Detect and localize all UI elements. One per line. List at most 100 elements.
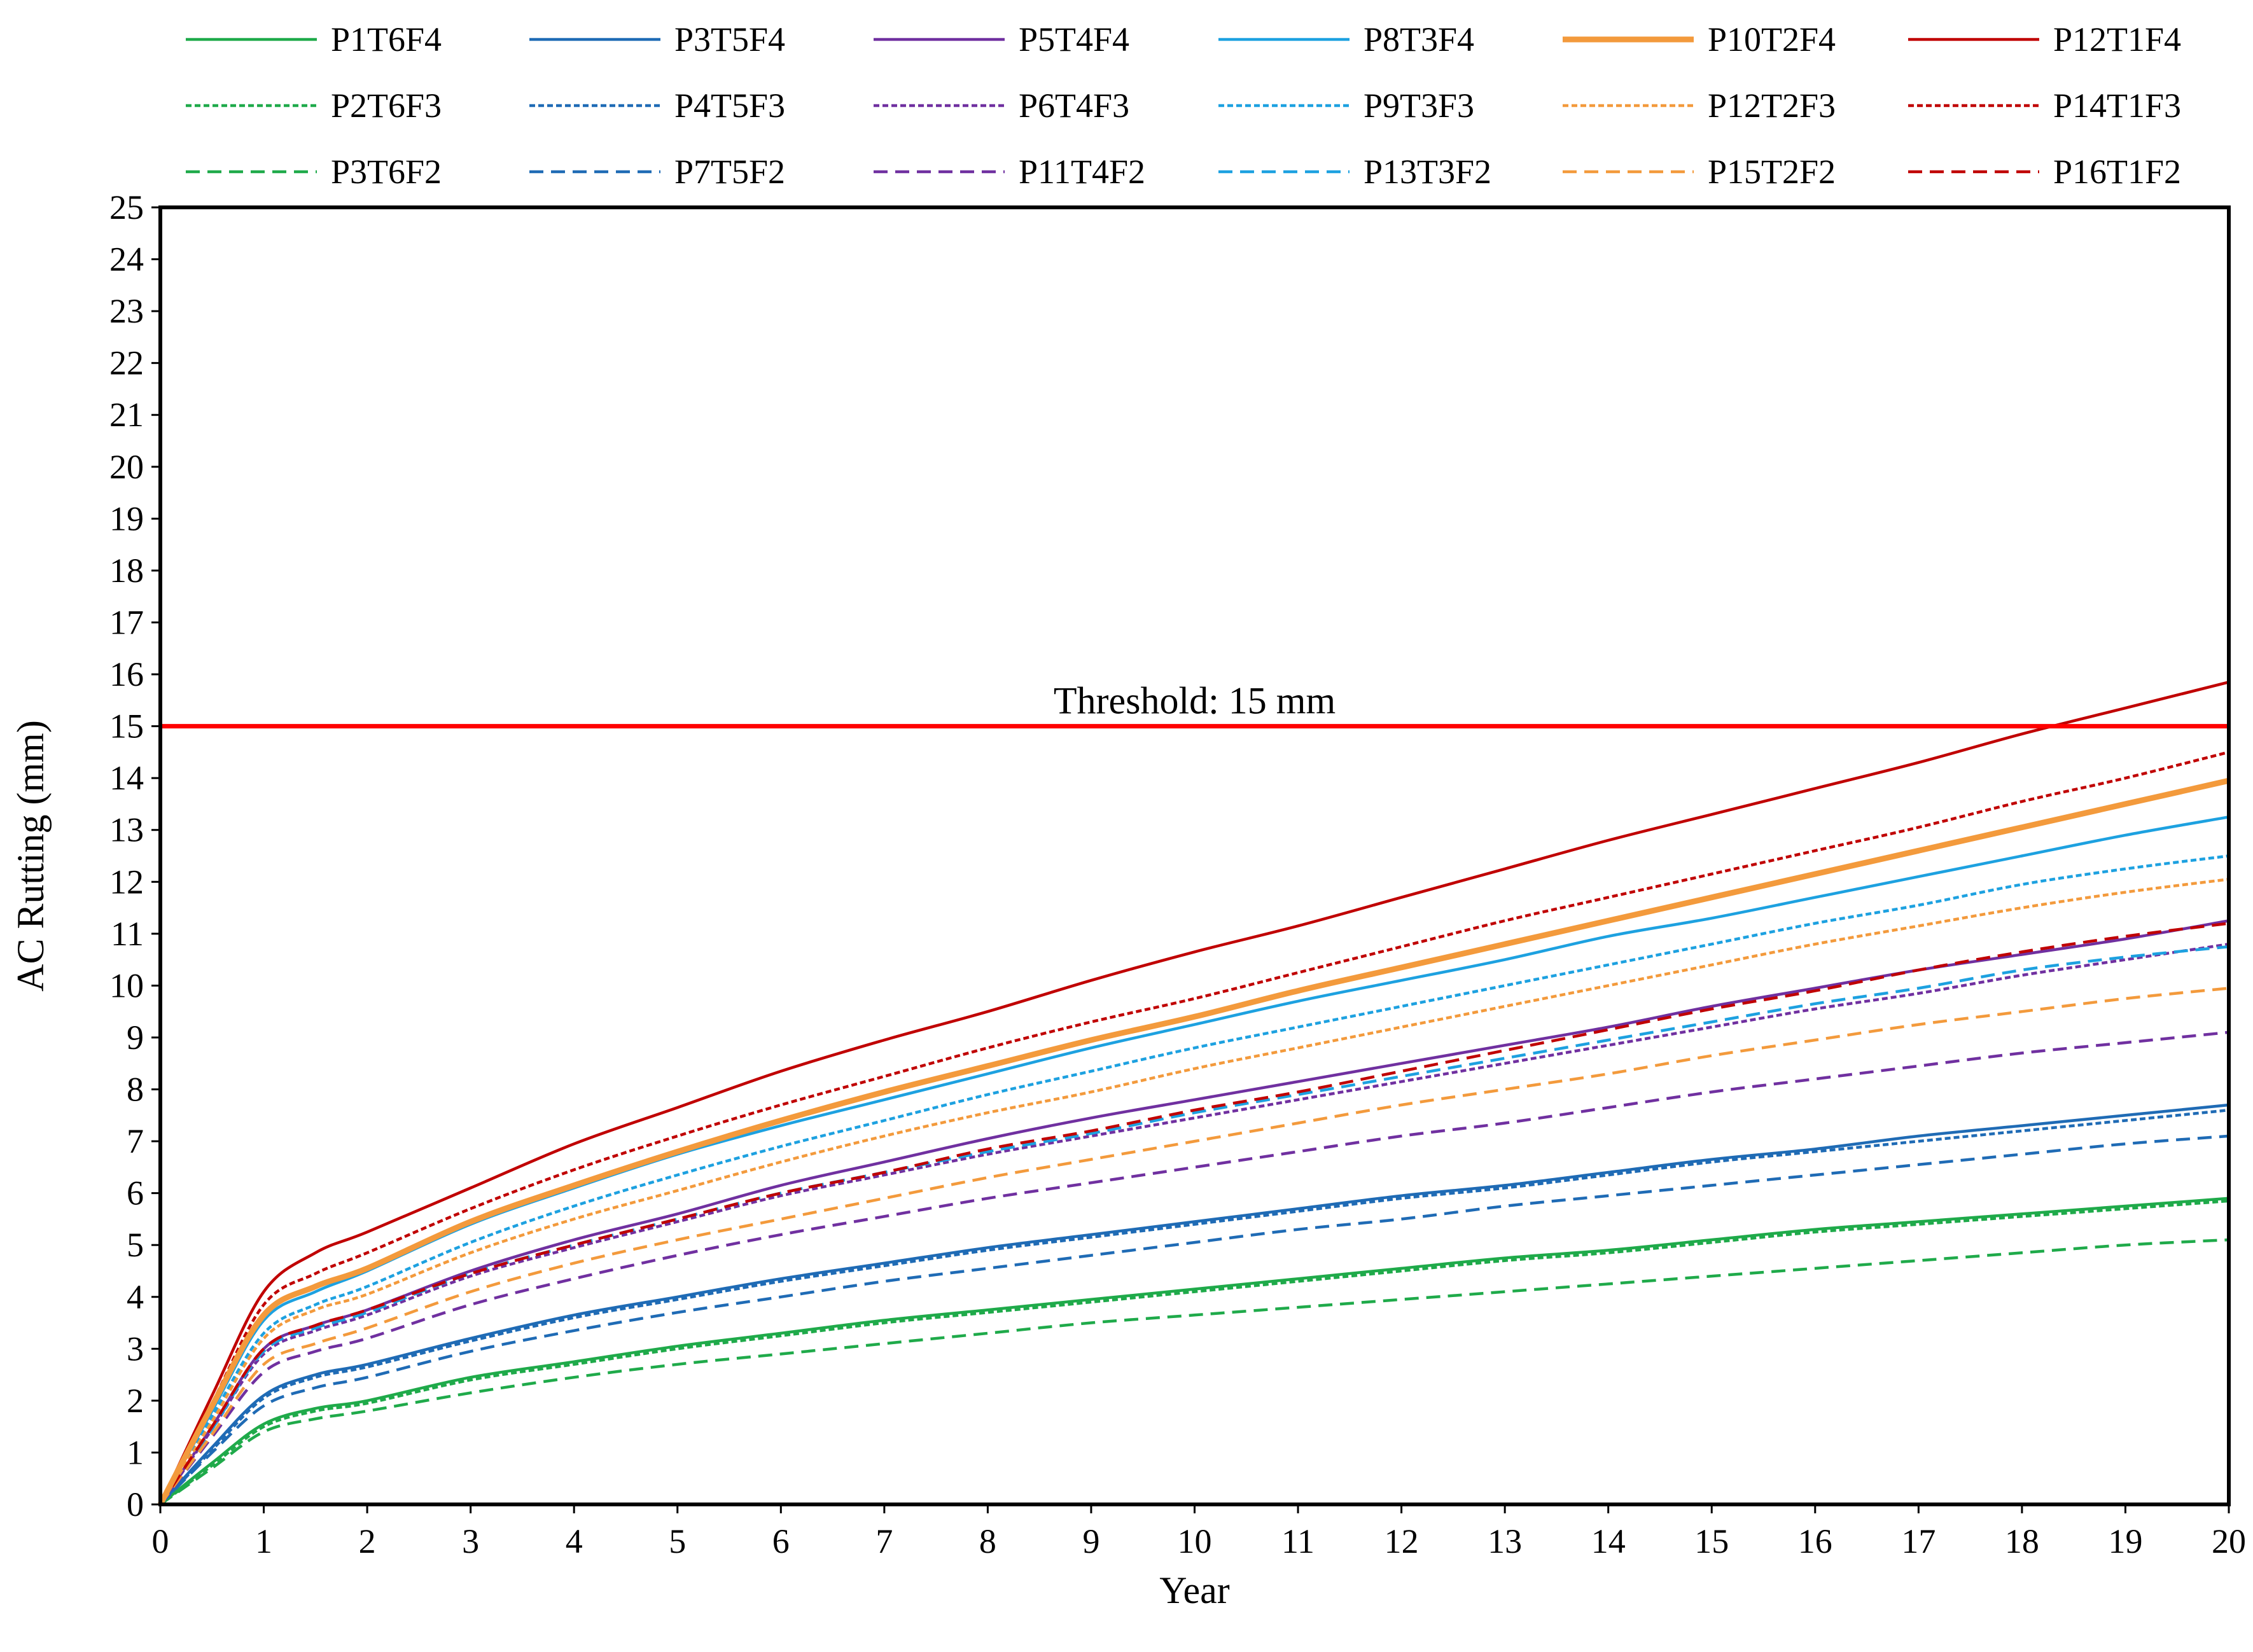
y-tick-label: 24 (109, 240, 144, 279)
y-tick-label: 15 (109, 707, 144, 746)
series-line-p11t4f2 (159, 1031, 2229, 1506)
y-tick-label: 25 (109, 188, 144, 226)
series-line-p13t3f2 (159, 945, 2229, 1506)
x-tick-label: 17 (1901, 1522, 1936, 1560)
legend-label: P4T5F3 (674, 87, 785, 125)
y-tick-label: 17 (109, 603, 144, 641)
y-tick-label: 14 (109, 759, 144, 797)
series-line-p9t3f3 (159, 854, 2229, 1506)
y-tick-label: 6 (127, 1174, 144, 1212)
series-line-p3t6f2 (159, 1238, 2229, 1506)
legend-label: P6T4F3 (1019, 87, 1129, 125)
y-tick-label: 3 (127, 1329, 144, 1368)
series-line-p8t3f4 (159, 816, 2229, 1506)
x-tick-label: 16 (1798, 1522, 1832, 1560)
series-line-p12t1f4 (158, 681, 2229, 1505)
x-tick-label: 10 (1178, 1522, 1212, 1560)
legend-item-p15t2f2: P15T2F2 (1563, 153, 1836, 191)
legend-item-p3t6f2: P3T6F2 (186, 153, 442, 191)
x-tick-label: 19 (2108, 1522, 2142, 1560)
y-tick-label: 20 (109, 448, 144, 486)
legend-item-p12t1f4: P12T1F4 (1908, 20, 2181, 59)
x-tick-label: 4 (566, 1522, 583, 1560)
y-tick-label: 0 (127, 1485, 144, 1524)
threshold-label: Threshold: 15 mm (1054, 680, 1336, 722)
x-tick-label: 14 (1591, 1522, 1626, 1560)
x-tick-label: 9 (1082, 1522, 1099, 1560)
series-line-p4t5f3 (159, 1108, 2229, 1506)
x-tick-label: 20 (2212, 1522, 2246, 1560)
legend-item-p5t4f4: P5T4F4 (874, 20, 1129, 59)
y-tick-label: 8 (127, 1071, 144, 1109)
series-line-p1t6f4 (159, 1197, 2229, 1506)
y-tick-label: 18 (109, 552, 144, 590)
series-line-p6t4f3 (159, 942, 2229, 1506)
x-tick-label: 11 (1281, 1522, 1315, 1560)
plot-frame (158, 205, 2231, 1506)
series-line-p2t6f3 (159, 1199, 2229, 1506)
legend-item-p4t5f3: P4T5F3 (529, 87, 785, 125)
legend-label: P3T6F2 (331, 153, 442, 191)
x-tick-label: 15 (1694, 1522, 1729, 1560)
legend-item-p13t3f2: P13T3F2 (1218, 153, 1491, 191)
series-layer (158, 681, 2230, 1506)
x-tick-label: 0 (152, 1522, 169, 1560)
legend-item-p7t5f2: P7T5F2 (529, 153, 785, 191)
y-tick-label: 22 (109, 344, 144, 382)
y-tick-label: 16 (109, 655, 144, 693)
y-tick-label: 7 (127, 1122, 144, 1160)
series-line-p16t1f2 (159, 922, 2229, 1506)
series-line-p10t2f4 (158, 777, 2230, 1506)
x-axis-title: Year (1159, 1569, 1230, 1611)
y-tick-label: 4 (127, 1278, 144, 1316)
x-tick-label: 6 (772, 1522, 790, 1560)
legend-label: P13T3F2 (1364, 153, 1491, 191)
legend-label: P8T3F4 (1364, 20, 1474, 59)
legend-label: P3T5F4 (674, 20, 785, 59)
legend-item-p12t2f3: P12T2F3 (1563, 87, 1836, 125)
legend-item-p14t1f3: P14T1F3 (1908, 87, 2181, 125)
y-axis: 0123456789101112131415161718192021222324… (109, 188, 160, 1524)
y-tick-label: 13 (109, 811, 144, 849)
y-tick-label: 5 (127, 1226, 144, 1264)
legend-label: P5T4F4 (1019, 20, 1129, 59)
legend-label: P9T3F3 (1364, 87, 1474, 125)
legend-label: P16T1F2 (2053, 153, 2181, 191)
x-tick-label: 3 (462, 1522, 479, 1560)
legend-label: P7T5F2 (674, 153, 785, 191)
legend-item-p1t6f4: P1T6F4 (186, 20, 442, 59)
y-tick-label: 1 (127, 1433, 144, 1471)
y-tick-label: 10 (109, 966, 144, 1004)
x-tick-label: 12 (1385, 1522, 1419, 1560)
legend-label: P10T2F4 (1708, 20, 1836, 59)
x-tick-label: 5 (669, 1522, 686, 1560)
y-tick-label: 9 (127, 1018, 144, 1057)
legend-item-p9t3f3: P9T3F3 (1218, 87, 1474, 125)
legend-label: P11T4F2 (1019, 153, 1145, 191)
x-tick-label: 18 (2005, 1522, 2039, 1560)
legend: P1T6F4 P3T5F4 P5T4F4 P8T3F4 P10T2F4 P12T1F4 P2… (186, 20, 2181, 191)
legend-label: P2T6F3 (331, 87, 442, 125)
y-axis-title: AC Rutting (mm) (10, 720, 52, 992)
legend-item-p16t1f2: P16T1F2 (1908, 153, 2181, 191)
legend-label: P1T6F4 (331, 20, 442, 59)
legend-item-p2t6f3: P2T6F3 (186, 87, 442, 125)
legend-item-p3t5f4: P3T5F4 (529, 20, 785, 59)
x-tick-label: 13 (1488, 1522, 1522, 1560)
y-tick-label: 2 (127, 1382, 144, 1420)
series-line-p5t4f4 (159, 919, 2229, 1506)
legend-item-p8t3f4: P8T3F4 (1218, 20, 1474, 59)
x-axis: 0 1 2 3 4 5 6 7 8 9 10 11 12 13 14 15 16 17 18 19 20 (152, 1504, 2246, 1560)
series-line-p15t2f2 (159, 987, 2229, 1506)
legend-label: P15T2F2 (1708, 153, 1836, 191)
legend-label: P12T1F4 (2053, 20, 2181, 59)
threshold-layer: Threshold: 15 mm (160, 680, 2229, 729)
x-tick-label: 7 (875, 1522, 893, 1560)
series-line-p7t5f2 (159, 1134, 2229, 1506)
x-tick-label: 2 (359, 1522, 376, 1560)
y-tick-label: 21 (109, 396, 144, 434)
legend-label: P12T2F3 (1708, 87, 1836, 125)
legend-item-p11t4f2: P11T4F2 (874, 153, 1145, 191)
y-tick-label: 11 (111, 915, 144, 953)
